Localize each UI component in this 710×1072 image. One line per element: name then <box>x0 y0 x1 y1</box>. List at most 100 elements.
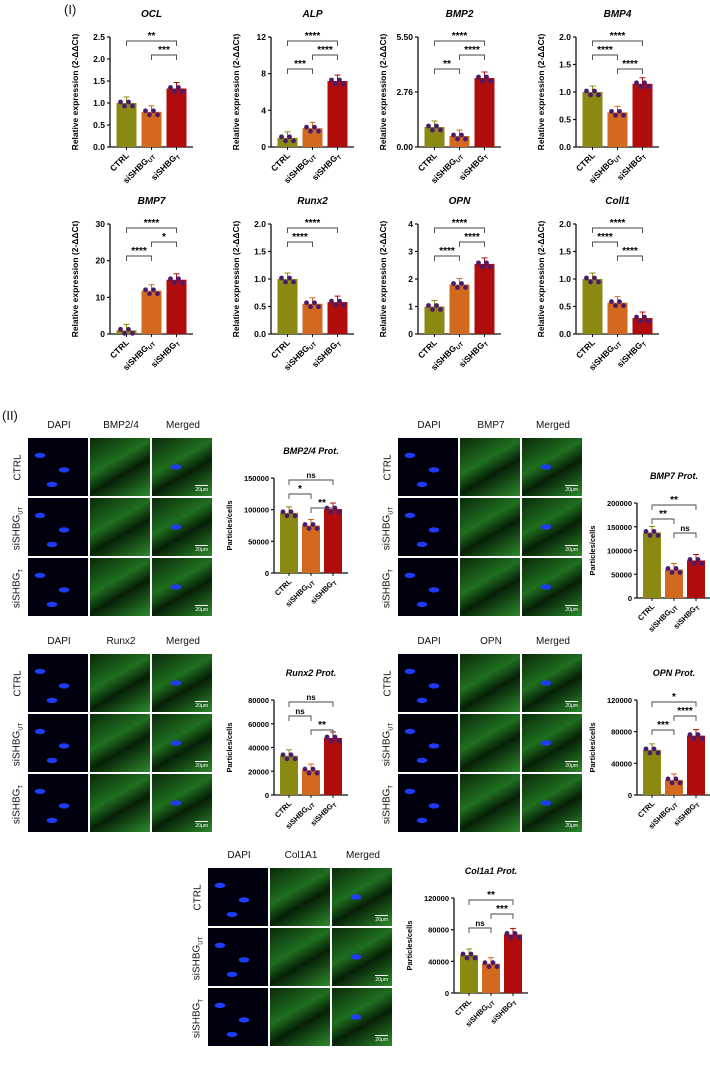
svg-text:40000: 40000 <box>611 759 632 768</box>
svg-text:3: 3 <box>408 247 413 257</box>
microscopy-tile: 20μm <box>332 928 392 986</box>
row-label: siSHBGT <box>11 784 25 825</box>
column-header: DAPI <box>417 636 441 647</box>
chart-title: Coll1 <box>605 196 630 207</box>
svg-text:0: 0 <box>265 791 269 800</box>
svg-text:2.0: 2.0 <box>559 32 571 42</box>
scale-bar: 20μm <box>195 701 208 709</box>
svg-text:ns: ns <box>680 524 690 533</box>
microscopy-tile: 20μm <box>152 558 212 616</box>
svg-text:100000: 100000 <box>607 547 632 556</box>
svg-text:0.5: 0.5 <box>559 302 571 312</box>
microscopy-tile <box>460 558 520 616</box>
microscopy-tile <box>90 654 150 712</box>
svg-text:****: **** <box>144 218 160 229</box>
svg-text:*: * <box>298 484 302 495</box>
svg-text:****: **** <box>131 246 147 257</box>
svg-text:****: **** <box>292 232 308 243</box>
column-header: BMP2/4 <box>103 420 139 431</box>
chart-bmp4: BMP4 0.0 0.5 1.0 1.5 2.0 Relative expression (… <box>530 5 680 190</box>
svg-text:40000: 40000 <box>248 744 269 753</box>
svg-text:*: * <box>162 232 166 243</box>
chart-title: BMP7 Prot. <box>650 471 698 481</box>
svg-text:siSHBGT: siSHBGT <box>310 337 344 371</box>
chart-title: BMP2 <box>446 9 474 20</box>
chart-opn-prot: OPN Prot. 0 40000 80000 120000 Particles/cell… <box>585 662 710 842</box>
svg-text:****: **** <box>677 706 693 717</box>
svg-text:150000: 150000 <box>607 523 632 532</box>
svg-text:Relative expression (2-ΔΔCt): Relative expression (2-ΔΔCt) <box>231 34 241 151</box>
chart-ocl: OCL 0.0 0.5 1.0 1.5 2.0 2.5 Relative expression… <box>64 5 214 190</box>
svg-text:****: **** <box>464 45 480 56</box>
svg-text:150000: 150000 <box>244 474 269 483</box>
chart-runx2-prot: Runx2 Prot. 0 20000 40000 60000 80000 Particle… <box>222 662 362 842</box>
svg-text:***: *** <box>657 720 669 731</box>
chart-title: Col1a1 Prot. <box>465 866 518 876</box>
row-label: siSHBGUT <box>381 722 395 767</box>
microscopy-tile: 20μm <box>522 558 582 616</box>
svg-text:Particles/cells: Particles/cells <box>225 500 234 550</box>
svg-text:60000: 60000 <box>248 720 269 729</box>
svg-text:Relative expression (2-ΔΔCt): Relative expression (2-ΔΔCt) <box>536 34 546 151</box>
column-header: BMP7 <box>477 420 505 431</box>
svg-text:****: **** <box>305 31 321 42</box>
svg-text:****: **** <box>610 31 626 42</box>
svg-text:10: 10 <box>96 292 106 302</box>
scale-bar: 20μm <box>375 1035 388 1043</box>
microscopy-tile: 20μm <box>522 774 582 832</box>
svg-text:CTRL: CTRL <box>574 150 597 173</box>
row-label: siSHBGT <box>381 784 395 825</box>
chart-bmp2: BMP2 0.00 2.76 5.50 Relative expression (2-Δ… <box>372 5 522 190</box>
svg-text:Relative expression (2-ΔΔCt): Relative expression (2-ΔΔCt) <box>70 34 80 151</box>
chart-title: OPN Prot. <box>653 668 696 678</box>
microscopy-tile <box>270 868 330 926</box>
svg-text:Relative expression (2-ΔΔCt): Relative expression (2-ΔΔCt) <box>70 221 80 338</box>
scale-bar: 20μm <box>195 545 208 553</box>
svg-text:80000: 80000 <box>611 728 632 737</box>
microscopy-tile: 20μm <box>152 714 212 772</box>
column-header: DAPI <box>47 420 71 431</box>
svg-text:**: ** <box>148 31 156 42</box>
svg-text:****: **** <box>317 45 333 56</box>
microscopy-tile <box>460 654 520 712</box>
section-label-part1: (I) <box>64 2 77 17</box>
svg-text:ns: ns <box>306 693 316 702</box>
svg-text:0.0: 0.0 <box>559 329 571 339</box>
svg-text:CTRL: CTRL <box>269 150 292 173</box>
svg-text:Particles/cells: Particles/cells <box>225 722 234 772</box>
svg-text:1.5: 1.5 <box>93 76 105 86</box>
scale-bar: 20μm <box>565 701 578 709</box>
svg-text:0.5: 0.5 <box>559 115 571 125</box>
svg-text:****: **** <box>439 246 455 257</box>
chart-title: OCL <box>141 9 162 20</box>
scale-bar: 20μm <box>195 821 208 829</box>
row-label: CTRL <box>12 454 24 481</box>
scale-bar: 20μm <box>195 605 208 613</box>
svg-text:0.0: 0.0 <box>254 329 266 339</box>
svg-text:siSHBGT: siSHBGT <box>615 337 649 371</box>
svg-text:50000: 50000 <box>611 570 632 579</box>
svg-text:CTRL: CTRL <box>269 337 292 360</box>
svg-text:**: ** <box>318 498 326 509</box>
microscopy-tile <box>398 558 458 616</box>
scale-bar: 20μm <box>375 915 388 923</box>
svg-text:****: **** <box>305 218 321 229</box>
microscopy-tile <box>28 774 88 832</box>
svg-text:5.50: 5.50 <box>396 32 413 42</box>
microscopy-tile: 20μm <box>522 654 582 712</box>
svg-text:1.5: 1.5 <box>254 247 266 257</box>
svg-text:***: *** <box>496 904 508 915</box>
microscopy-tile <box>398 654 458 712</box>
microscopy-tile <box>398 438 458 496</box>
svg-text:CTRL: CTRL <box>108 337 131 360</box>
chart-title: BMP7 <box>138 196 166 207</box>
scale-bar: 20μm <box>565 821 578 829</box>
svg-text:Relative expression (2-ΔΔCt): Relative expression (2-ΔΔCt) <box>536 221 546 338</box>
svg-text:****: **** <box>610 218 626 229</box>
row-label: siSHBGUT <box>381 506 395 551</box>
chart-coll1: Coll1 0.0 0.5 1.0 1.5 2.0 Relative expression … <box>530 192 680 377</box>
svg-text:*: * <box>672 692 676 703</box>
microscopy-tile: 20μm <box>522 498 582 556</box>
svg-text:**: ** <box>659 509 667 520</box>
svg-text:0: 0 <box>628 791 632 800</box>
